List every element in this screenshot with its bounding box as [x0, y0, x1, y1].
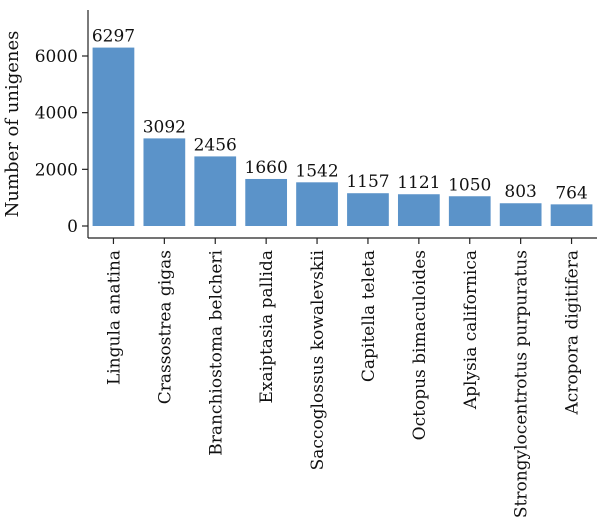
bar-value-label: 1121 [397, 173, 440, 193]
bar-value-label: 6297 [92, 27, 135, 47]
plot-area: 6297 3092 2456 1660 1542 1157 1121 1050 803 764 [92, 27, 593, 227]
bar-value-label: 1050 [448, 175, 491, 195]
x-category-label: Exaiptasia pallida [257, 250, 277, 403]
bar [194, 156, 237, 226]
x-category-label: Lingula anatina [104, 250, 124, 385]
x-category-label: Branchiostoma belcheri [206, 249, 226, 455]
bar-value-label: 1157 [346, 172, 389, 192]
y-axis-title: Number of unigenes [2, 31, 23, 218]
x-category-label: Crassostrea gigas [155, 250, 175, 404]
x-axis-ticks: Lingula anatina Crassostrea gigas Branchio… [104, 238, 583, 518]
bar-value-label: 803 [504, 182, 536, 202]
x-category-label: Acropora digitifera [563, 250, 583, 415]
y-tick-label: 2000 [35, 160, 78, 180]
bar [245, 178, 288, 226]
bar [296, 182, 338, 226]
x-category-label: Capitella teleta [359, 250, 379, 382]
bar-value-label: 764 [555, 183, 587, 203]
bar [347, 193, 389, 226]
y-tick-label: 6000 [35, 47, 78, 67]
bar [550, 204, 593, 226]
x-category-label: Aplysia californica [461, 250, 481, 410]
x-category-label: Strongylocentrotus purpuratus [512, 250, 532, 518]
y-tick-label: 4000 [35, 104, 78, 124]
bar [499, 203, 542, 226]
x-category-label: Octopus bimaculoides [410, 250, 430, 440]
bar [448, 196, 491, 226]
bar [92, 47, 135, 227]
bar-value-label: 1542 [295, 161, 338, 181]
y-axis-ticks: 0 2000 4000 6000 [35, 47, 88, 237]
y-tick-label: 0 [67, 217, 78, 237]
bar-value-label: 1660 [245, 158, 288, 178]
bar [143, 138, 186, 226]
x-category-label: Saccoglossus kowalevskii [308, 249, 328, 470]
bar [397, 194, 440, 226]
bar-value-label: 3092 [143, 117, 186, 137]
bar-value-label: 2456 [194, 135, 237, 155]
